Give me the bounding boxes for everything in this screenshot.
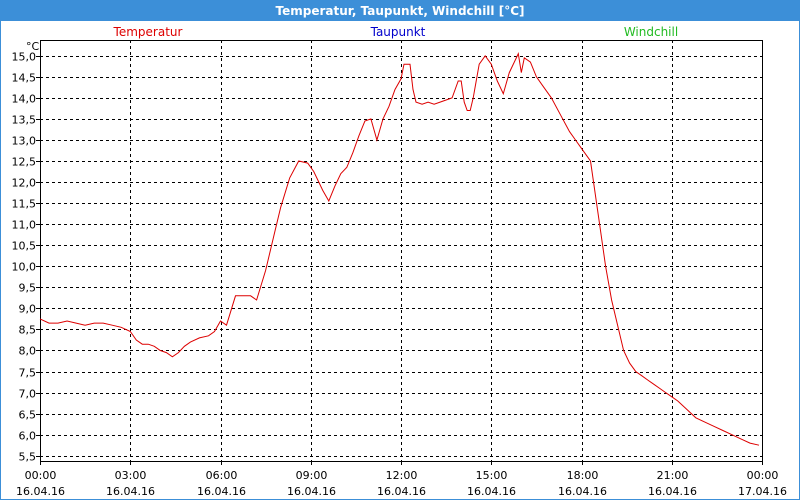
x-tick-time-label: 00:00 xyxy=(747,469,779,482)
x-tick-date-label: 16.04.16 xyxy=(648,485,697,498)
x-tick-date-label: 17.04.16 xyxy=(738,485,787,498)
y-tick-label: 9,0 xyxy=(19,303,37,316)
y-tick-label: 8,5 xyxy=(19,324,37,337)
y-tick-label: 10,0 xyxy=(12,261,37,274)
y-tick-label: 5,5 xyxy=(19,451,37,464)
y-tick-label: 7,5 xyxy=(19,367,37,380)
y-tick-label: 12,0 xyxy=(12,177,37,190)
x-tick-date-label: 16.04.16 xyxy=(106,485,155,498)
y-tick-label: 7,0 xyxy=(19,388,37,401)
y-tick-label: 14,5 xyxy=(12,72,37,85)
y-tick-label: 9,5 xyxy=(19,282,37,295)
y-tick-label: 10,5 xyxy=(12,240,37,253)
x-tick-time-label: 21:00 xyxy=(657,469,689,482)
x-tick-date-label: 16.04.16 xyxy=(377,485,426,498)
x-tick-time-label: 06:00 xyxy=(206,469,238,482)
x-tick-date-label: 16.04.16 xyxy=(558,485,607,498)
grid xyxy=(40,40,762,461)
series-layer xyxy=(39,52,760,446)
legend-item-windchill: Windchill xyxy=(624,25,678,39)
y-tick-label: 13,5 xyxy=(12,114,37,127)
y-tick-label: 11,0 xyxy=(12,219,37,232)
legend-item-temperatur: Temperatur xyxy=(113,25,183,39)
x-axis: 00:00 16.04.16 03:00 16.04.16 06:00 16.04.16 0… xyxy=(16,461,787,498)
x-tick-date-label: 16.04.16 xyxy=(287,485,336,498)
x-tick-time-label: 00:00 xyxy=(25,469,57,482)
y-tick-label: 6,5 xyxy=(19,409,37,422)
legend: Temperatur Taupunkt Windchill xyxy=(113,25,679,39)
y-tick-label: 15,0 xyxy=(12,51,37,64)
y-tick-label: 14,0 xyxy=(12,93,37,106)
legend-item-taupunkt: Taupunkt xyxy=(370,25,426,39)
y-tick-label: 8,0 xyxy=(19,345,37,358)
window-title: Temperatur, Taupunkt, Windchill [°C] xyxy=(1,1,799,21)
x-tick-time-label: 15:00 xyxy=(476,469,508,482)
y-tick-label: 12,5 xyxy=(12,156,37,169)
x-tick-date-label: 16.04.16 xyxy=(197,485,246,498)
y-axis: 5,5 6,0 6,5 7,0 7,5 8,0 8,5 9,0 9,5 10,0 10,5 11,0 1… xyxy=(12,51,40,464)
x-tick-time-label: 18:00 xyxy=(567,469,599,482)
x-tick-date-label: 16.04.16 xyxy=(467,485,516,498)
x-tick-time-label: 12:00 xyxy=(386,469,418,482)
x-tick-date-label: 16.04.16 xyxy=(16,485,65,498)
series-line-temperatur xyxy=(39,52,760,446)
y-tick-label: 6,0 xyxy=(19,430,37,443)
y-tick-label: 13,0 xyxy=(12,135,37,148)
y-axis-unit: °C xyxy=(26,40,40,53)
x-tick-time-label: 03:00 xyxy=(115,469,147,482)
x-tick-time-label: 09:00 xyxy=(296,469,328,482)
y-tick-label: 11,5 xyxy=(12,198,37,211)
